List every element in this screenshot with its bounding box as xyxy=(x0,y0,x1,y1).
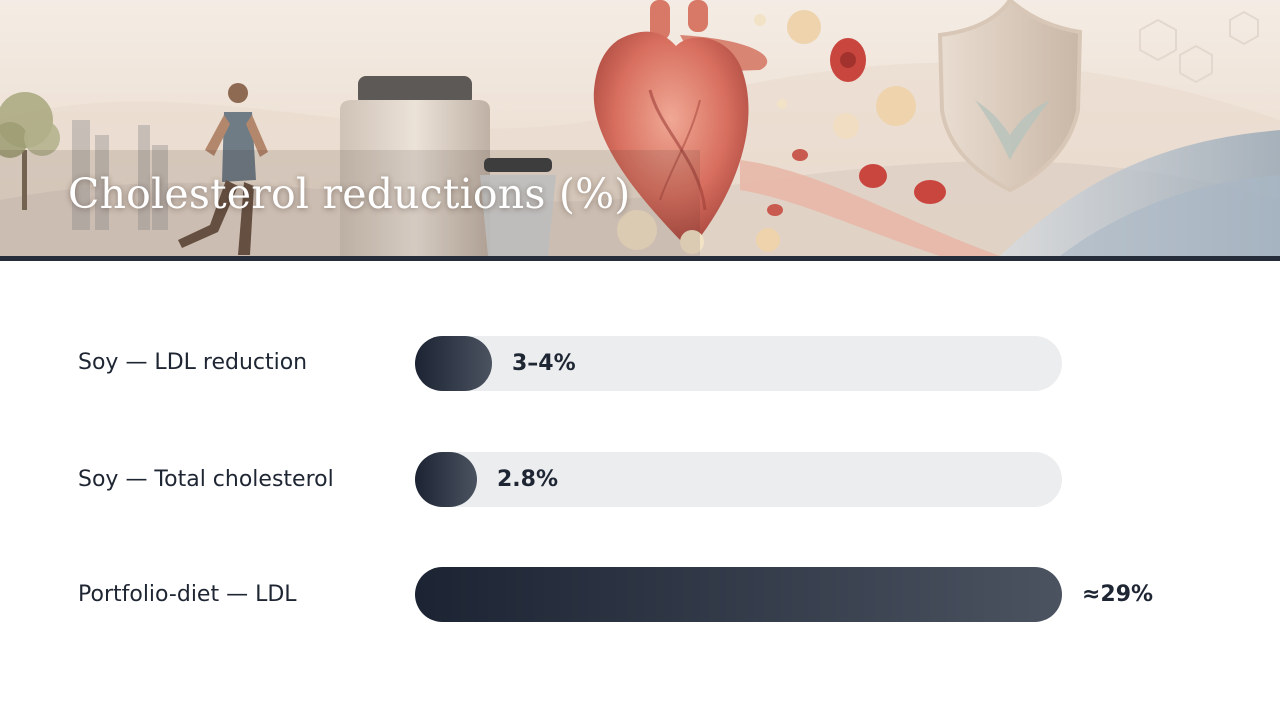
header-divider xyxy=(0,256,1280,261)
bar-track xyxy=(415,336,1062,391)
value-label: 3–4% xyxy=(512,351,576,376)
bar xyxy=(415,452,477,507)
bar xyxy=(415,336,492,391)
value-label: 2.8% xyxy=(497,467,559,492)
health-banner-illustration xyxy=(0,0,1280,256)
category-label: Portfolio-diet — LDL xyxy=(78,582,297,607)
category-label: Soy — LDL reduction xyxy=(78,350,308,375)
bar-chart: Soy — LDL reduction 3–4% Soy — Total cho… xyxy=(0,262,1280,720)
header-illustration: Cholesterol reductions (%) xyxy=(0,0,1280,256)
page-title: Cholesterol reductions (%) xyxy=(68,170,631,218)
bar-track xyxy=(415,452,1062,507)
category-label: Soy — Total cholesterol xyxy=(78,467,334,492)
bar xyxy=(415,567,1062,622)
value-label: ≈29% xyxy=(1082,582,1154,607)
